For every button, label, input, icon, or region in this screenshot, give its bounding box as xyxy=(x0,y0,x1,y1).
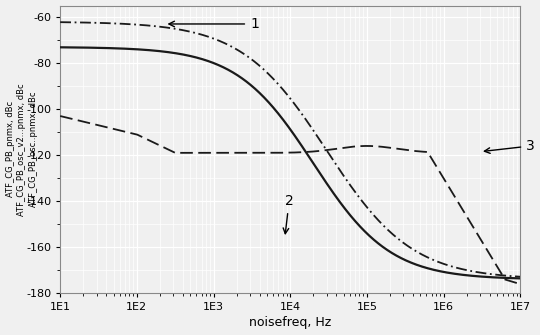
Y-axis label: ATF_CG_PB_pnmx, dBc
ATF_CG_PB_osc_v2...pnmx, dBc
ATF_CG_PB_osc..pnmx, dBc: ATF_CG_PB_pnmx, dBc ATF_CG_PB_osc_v2...p… xyxy=(5,83,38,216)
Text: 1: 1 xyxy=(169,17,259,31)
Text: 2: 2 xyxy=(283,194,294,234)
Text: 3: 3 xyxy=(484,139,535,153)
X-axis label: noisefreq, Hz: noisefreq, Hz xyxy=(249,317,332,329)
